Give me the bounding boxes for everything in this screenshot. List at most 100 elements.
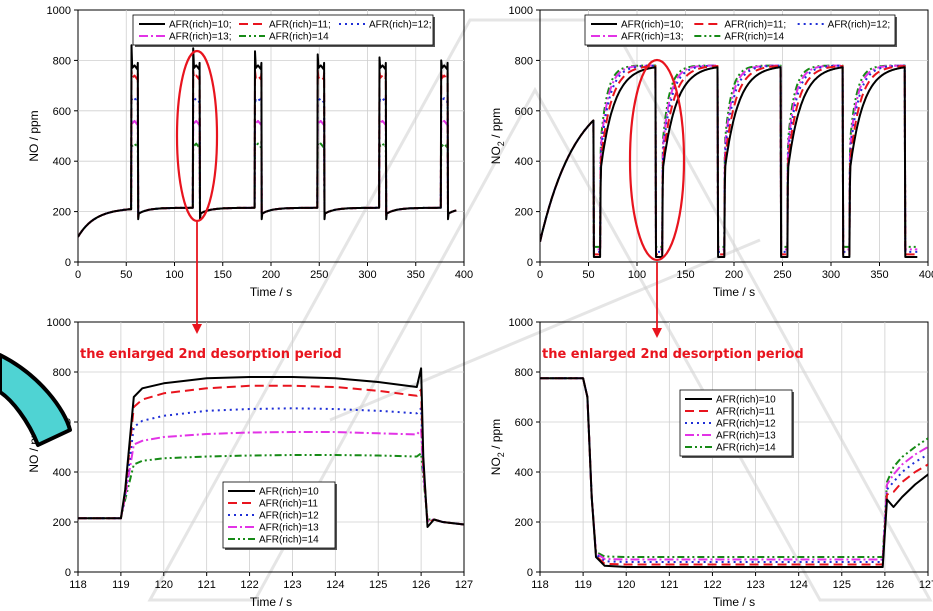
y-tick-label: 800 [515, 367, 533, 379]
series-line-afr-10 [78, 367, 464, 528]
x-tick-label: 120 [155, 579, 173, 591]
series-lines [78, 367, 464, 528]
x-tick-label: 118 [69, 579, 87, 591]
x-tick-label: 350 [407, 269, 425, 281]
series-lines [540, 377, 928, 568]
legend-entry: AFR(rich)=11 [259, 499, 318, 510]
x-tick-label: 122 [240, 579, 258, 591]
series-line-afr-12 [540, 64, 918, 253]
legend-entry: AFR(rich)=13 [716, 431, 776, 442]
plot-frame [539, 321, 929, 573]
series-line-afr-13 [78, 428, 464, 526]
legend-entry: AFR(rich)=13 [259, 523, 319, 534]
overlay [0, 49, 686, 447]
legend-entry: AFR(rich)=12; [369, 20, 432, 31]
x-tick-label: 126 [412, 579, 430, 591]
y-axis-label: NO2 / ppm [489, 419, 506, 475]
series-line-afr-13 [540, 64, 918, 251]
legend-entry: AFR(rich)=14 [724, 32, 784, 43]
series-lines [78, 44, 457, 238]
series-line-afr-13 [78, 117, 457, 238]
x-tick-label: 250 [310, 269, 328, 281]
chart-tl: 0 200 400 600 800 1000 0 50 100 150 200 250 300 350 40… [27, 5, 473, 299]
watermark-stroke [329, 238, 761, 422]
x-tick-label: 0 [75, 269, 81, 281]
x-tick-label: 200 [262, 269, 280, 281]
y-axis-label-suffix: / ppm [489, 108, 503, 141]
chart-tr: 0 200 400 600 800 1000 0 50 100 150 200 250 300 350 40… [489, 5, 933, 299]
series-line-afr-14 [540, 64, 918, 248]
y-axis-label-main: NO [489, 146, 503, 164]
legend-entry: AFR(rich)=12; [828, 20, 891, 31]
legend-entry: AFR(rich)=14 [259, 535, 319, 546]
y-tick-label: 400 [515, 467, 533, 479]
x-tick-label: 400 [455, 269, 473, 281]
x-tick-label: 124 [789, 579, 807, 591]
y-tick-label: 600 [515, 417, 533, 429]
series-line-afr-10 [78, 44, 457, 238]
y-tick-label: 400 [53, 467, 71, 479]
y-tick-label: 1000 [47, 317, 71, 329]
legend-entry: AFR(rich)=10; [169, 20, 232, 31]
x-tick-label: 400 [919, 269, 933, 281]
x-tick-label: 118 [531, 579, 549, 591]
x-tick-label: 120 [617, 579, 635, 591]
legend-entry: AFR(rich)=11; [269, 20, 331, 31]
series-line-afr-13 [540, 377, 928, 561]
x-tick-label: 123 [283, 579, 301, 591]
x-tick-label: 100 [628, 269, 646, 281]
x-tick-label: 119 [574, 579, 592, 591]
x-tick-label: 127 [919, 579, 933, 591]
y-axis-label: NO2 / ppm [489, 108, 506, 164]
legend-entry: AFR(rich)=12 [259, 511, 319, 522]
arrow-head-left [192, 324, 202, 334]
series-lines [540, 64, 918, 258]
watermark-arc [0, 353, 72, 447]
legend-entry: AFR(rich)=10 [259, 487, 319, 498]
series-line-afr-12 [78, 407, 464, 526]
arrow-head-right [652, 328, 662, 338]
y-axis-label: NO / ppm [27, 110, 41, 161]
x-tick-label: 121 [197, 579, 215, 591]
x-tick-label: 119 [112, 579, 130, 591]
y-tick-label: 1000 [509, 5, 533, 17]
y-tick-label: 200 [53, 207, 71, 219]
x-tick-label: 350 [870, 269, 888, 281]
x-tick-label: 122 [703, 579, 721, 591]
x-axis-label: Time / s [250, 595, 292, 609]
y-tick-label: 800 [53, 55, 71, 67]
series-line-afr-14 [78, 140, 457, 238]
legend-entry: AFR(rich)=10; [621, 20, 684, 31]
legend-entry: AFR(rich)=11 [716, 407, 775, 418]
x-tick-label: 125 [833, 579, 851, 591]
chart-br: 0 200 400 600 800 1000 118 119 120 121 122 123 124 12… [489, 317, 933, 609]
x-tick-label: 300 [822, 269, 840, 281]
x-tick-label: 125 [369, 579, 387, 591]
x-tick-label: 0 [537, 269, 543, 281]
x-tick-label: 123 [746, 579, 764, 591]
legend-box [132, 14, 434, 46]
highlight-ellipse-right [628, 58, 686, 262]
series-line-afr-10 [540, 377, 928, 568]
legend-entry: AFR(rich)=10 [716, 395, 776, 406]
chart-bl: 0200400600800100011811912012112212312412… [27, 317, 473, 609]
x-tick-label: 250 [773, 269, 791, 281]
y-tick-label: 600 [515, 106, 533, 118]
y-axis-label-suffix: / ppm [489, 419, 503, 452]
legend-entry: AFR(rich)=13; [169, 32, 232, 43]
x-tick-label: 200 [725, 269, 743, 281]
plot-frame [77, 321, 465, 573]
y-tick-label: 0 [65, 567, 71, 579]
y-axis-label-main: NO / ppm [27, 110, 41, 161]
annotation-text: the enlarged 2nd desorption period [542, 347, 804, 362]
legend-box [584, 14, 896, 46]
x-tick-label: 150 [214, 269, 232, 281]
y-tick-label: 400 [53, 156, 71, 168]
highlight-ellipse-left [175, 49, 219, 223]
annotation-text: the enlarged 2nd desorption period [80, 347, 342, 362]
x-tick-label: 100 [165, 269, 183, 281]
y-tick-label: 200 [53, 517, 71, 529]
x-tick-label: 50 [120, 269, 132, 281]
